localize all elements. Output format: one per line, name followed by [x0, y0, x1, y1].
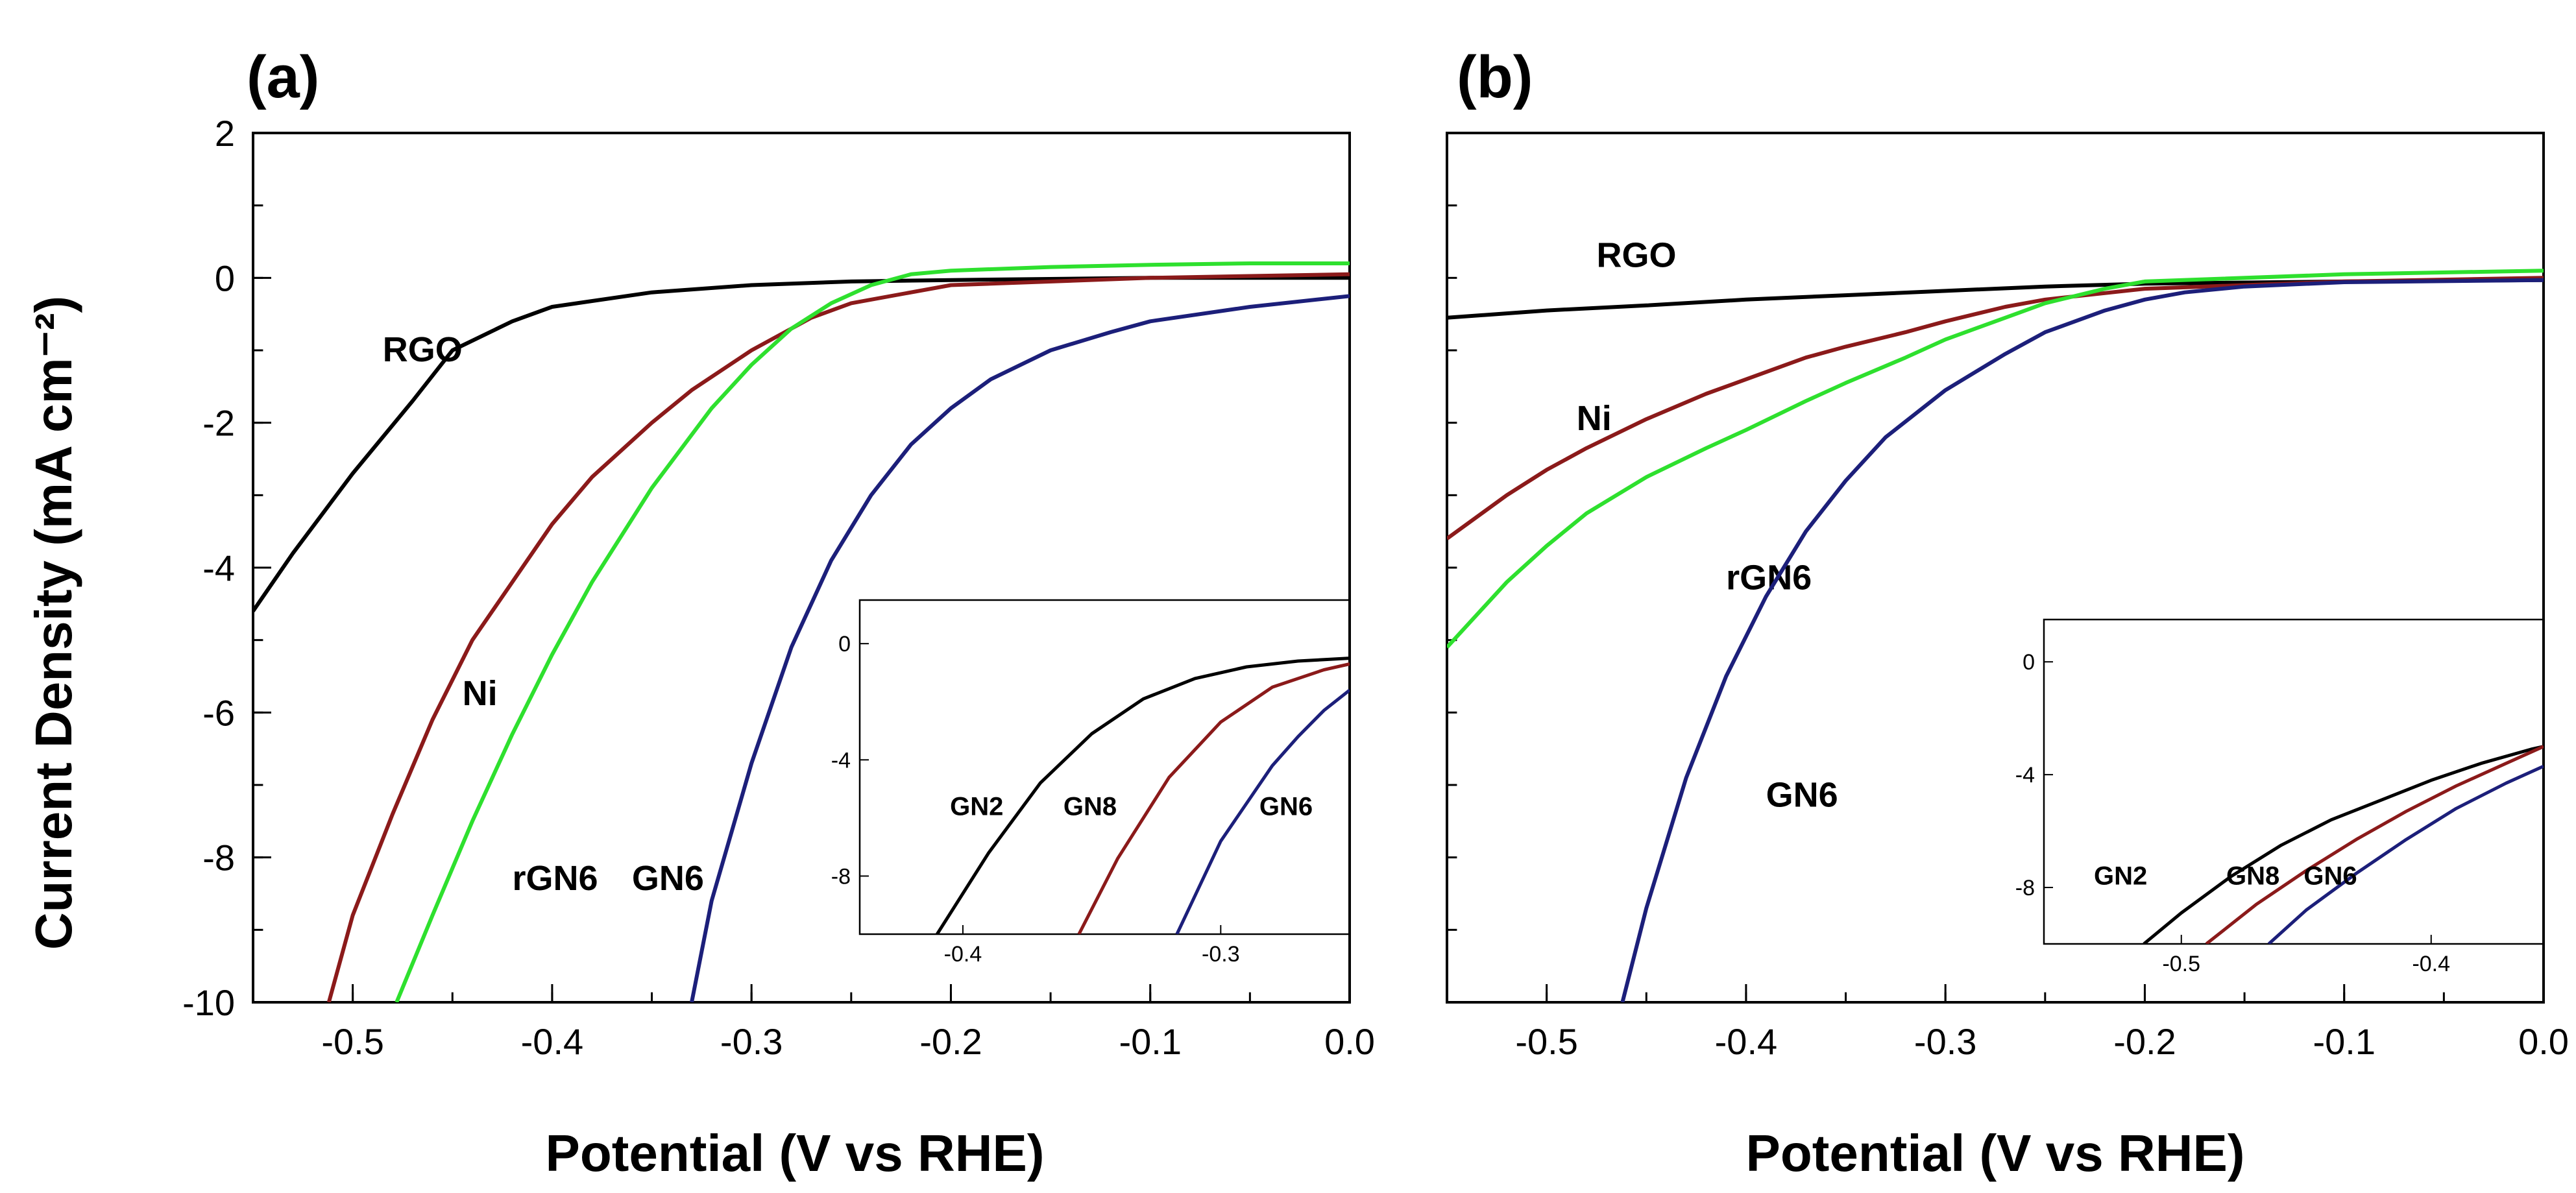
- a-inset-series-label-gn2: GN2: [950, 792, 1003, 821]
- a-inset-y-tick-label: -4: [831, 748, 851, 773]
- a-series-label-ni: Ni: [463, 674, 498, 713]
- a-inset-series-line-gn6: [1175, 688, 1350, 934]
- chart-panel-b: -0.5 -0.4 -0.3 -0.2 -0.1 0.0RGONirGN6GN6-0.5-…: [1446, 132, 2569, 1062]
- a-inset-y-tick-label: 0: [838, 632, 851, 657]
- a-series-label-gn6: GN6: [632, 859, 704, 898]
- b-inset-series-label-gn2: GN2: [2094, 862, 2147, 891]
- x-axis-title-a: Potential (V vs RHE): [545, 1124, 1044, 1182]
- b-x-tick-label: -0.1: [2313, 1021, 2376, 1062]
- b-inset-series-line-gn2: [2143, 745, 2544, 944]
- a-y-tick-label: -6: [202, 692, 235, 733]
- b-inset-plot-frame: [2043, 618, 2545, 945]
- a-x-tick-label: -0.3: [720, 1021, 783, 1062]
- a-y-tick-label: 0: [215, 258, 235, 298]
- b-inset-x-tick-label: -0.5: [2162, 952, 2200, 976]
- a-series-line-ni: [326, 272, 1350, 1002]
- a-inset-series-line-gn8: [1077, 662, 1350, 934]
- a-series-line-gn6: [690, 294, 1350, 1002]
- b-x-tick-label: -0.3: [1914, 1021, 1977, 1062]
- b-inset-series-line-gn6: [2267, 764, 2544, 944]
- a-series-line-rgo: [253, 276, 1350, 612]
- a-inset-series-label-gn8: GN8: [1063, 792, 1117, 821]
- a-series-line-rgn6: [395, 261, 1350, 1002]
- a-y-tick-label: -8: [202, 838, 235, 878]
- b-inset-series-line-gn8: [2205, 745, 2544, 944]
- a-inset-plot-frame: [858, 599, 1351, 935]
- a-y-tick-label: -10: [182, 982, 235, 1023]
- a-inset-series-label-gn6: GN6: [1259, 792, 1313, 821]
- b-x-tick-label: -0.2: [2113, 1021, 2176, 1062]
- a-x-tick-label: -0.4: [521, 1021, 584, 1062]
- a-x-tick-label: 0.0: [1324, 1021, 1375, 1062]
- a-inset-x-tick-label: -0.3: [1202, 942, 1240, 967]
- y-axis-title: Current Density (mA cm⁻²): [25, 296, 82, 950]
- a-series-label-rgo: RGO: [383, 330, 463, 369]
- b-series-label-gn6: GN6: [1766, 776, 1838, 815]
- b-inset-series-label-gn6: GN6: [2303, 862, 2357, 891]
- a-inset-x-tick-label: -0.4: [944, 942, 982, 967]
- a-y-tick-label: 2: [215, 113, 235, 154]
- panel-b-label: (b): [1457, 44, 1533, 110]
- a-x-tick-label: -0.1: [1119, 1021, 1182, 1062]
- b-series-line-gn6: [1620, 278, 2544, 1002]
- x-axis-title-b: Potential (V vs RHE): [1745, 1124, 2244, 1182]
- b-series-line-ni: [1447, 276, 2544, 540]
- b-x-tick-label: 0.0: [2518, 1021, 2569, 1062]
- a-y-tick-label: -2: [202, 403, 235, 444]
- b-inset-series-label-gn8: GN8: [2226, 862, 2279, 891]
- b-x-tick-label: -0.4: [1715, 1021, 1778, 1062]
- a-x-tick-label: -0.2: [919, 1021, 982, 1062]
- b-inset-y-tick-label: -8: [2015, 876, 2035, 900]
- a-x-tick-label: -0.5: [321, 1021, 384, 1062]
- a-inset-series-line-gn2: [936, 657, 1350, 934]
- b-series-label-ni: Ni: [1577, 399, 1612, 438]
- a-inset-y-tick-label: -8: [831, 864, 851, 889]
- b-series-line-rgn6: [1447, 269, 2544, 649]
- a-inset: -0.4 -0.3 0 -4 -8 GN2 GN8 GN6: [831, 599, 1351, 967]
- a-y-tick-label: -4: [202, 548, 235, 588]
- b-inset: -0.5 -0.4 0 -4 -8 GN2 GN8 GN6: [2015, 618, 2545, 976]
- chart-panel-a: -0.5 -0.4 -0.3 -0.2 -0.1 0.0 2 0 -2 -4 -6 -8 -10 RGO N…: [182, 113, 1375, 1062]
- b-inset-x-tick-label: -0.4: [2412, 952, 2450, 976]
- panel-a-label: (a): [247, 44, 319, 110]
- a-series-label-rgn6: rGN6: [512, 859, 598, 898]
- b-x-tick-label: -0.5: [1515, 1021, 1578, 1062]
- b-inset-y-tick-label: 0: [2023, 650, 2035, 675]
- b-inset-y-tick-label: -4: [2015, 763, 2035, 788]
- b-series-line-rgo: [1447, 278, 2544, 320]
- b-series-label-rgo: RGO: [1596, 236, 1676, 275]
